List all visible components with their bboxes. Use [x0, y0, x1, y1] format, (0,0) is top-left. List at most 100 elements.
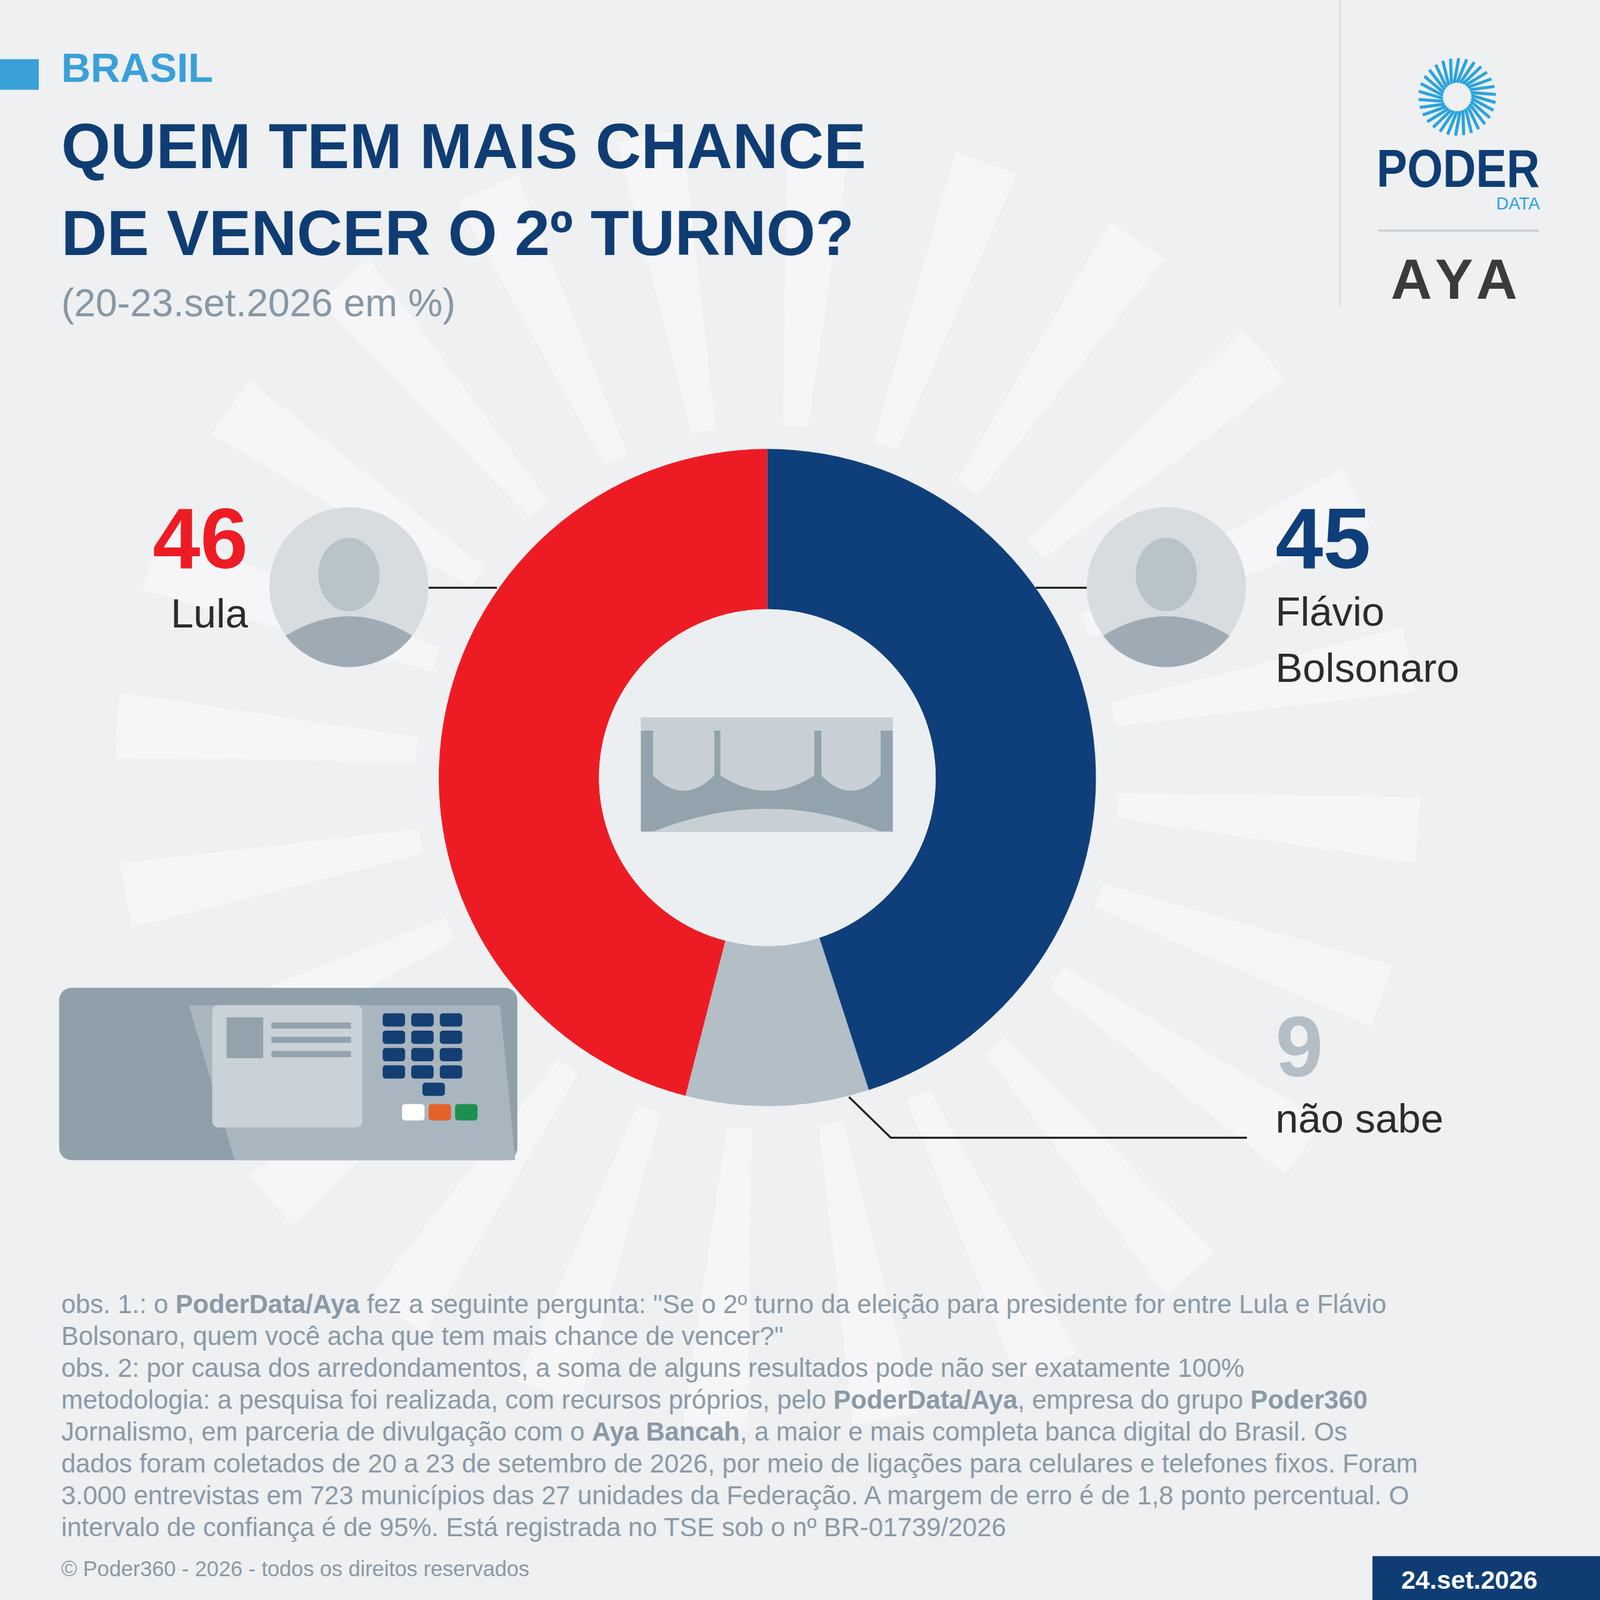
note-segment: PoderData/Aya	[175, 1289, 360, 1319]
building-base	[653, 808, 881, 832]
machine-key	[440, 1013, 463, 1027]
background	[0, 0, 1600, 1600]
machine-key	[382, 1065, 405, 1079]
title-line: DE VENCER O 2º TURNO?	[61, 197, 855, 269]
category-label: Lula	[170, 590, 249, 637]
logo-partner: AYA	[1390, 246, 1525, 311]
machine-key	[382, 1030, 405, 1044]
machine-key	[382, 1048, 405, 1062]
logo-separator	[1377, 229, 1539, 232]
machine-key	[422, 1082, 445, 1096]
category-label: FlávioBolsonaro	[1275, 588, 1460, 691]
section-accent	[0, 59, 39, 90]
background-ray	[120, 828, 424, 928]
logo-ray	[1420, 104, 1445, 108]
data-label: 9	[1275, 998, 1324, 1095]
machine-screen-line	[271, 1051, 351, 1058]
building-body	[640, 730, 893, 832]
building-roof	[640, 717, 893, 731]
logo-brand: PODER	[1376, 138, 1540, 199]
logo-ray	[1465, 108, 1472, 134]
machine-key	[440, 1065, 463, 1079]
note-line: obs. 2: por causa dos arredondamentos, a…	[61, 1353, 1245, 1383]
machine-button	[455, 1104, 478, 1121]
building-icon	[640, 717, 893, 832]
logo-ray	[1469, 86, 1495, 90]
note-line: metodologia: a pesquisa foi realizada, c…	[61, 1385, 1368, 1415]
subtitle: (20-23.set.2026 em %)	[61, 281, 456, 325]
infographic: BRASIL QUEM TEM MAIS CHANCE DE VENCER O 2º…	[0, 0, 1600, 1600]
note-segment: Poder360	[1250, 1385, 1368, 1415]
logo-ray	[1470, 92, 1496, 95]
section-label: BRASIL	[61, 45, 214, 91]
note-segment: Bolsonaro, quem você acha que tem mais c…	[61, 1321, 784, 1351]
logo-divider	[1338, 0, 1341, 307]
notes: obs. 1.: o PoderData/Aya fez a seguinte …	[61, 1289, 1418, 1542]
machine-screen-line	[271, 1036, 351, 1044]
donut-center	[598, 609, 936, 947]
machine-panel	[188, 1005, 515, 1160]
copyright: © Poder360 - 2026 - todos os direitos re…	[61, 1556, 530, 1581]
photo-head	[318, 537, 380, 612]
logo-ray	[1463, 110, 1464, 135]
machine-screen-line	[271, 1022, 351, 1029]
category-label: não sabe	[1275, 1095, 1444, 1142]
note-segment: metodologia: a pesquisa foi realizada, c…	[61, 1385, 834, 1415]
machine-screen	[212, 1005, 363, 1128]
background-ray	[114, 693, 418, 762]
logo-ray	[1418, 99, 1444, 102]
machine-key	[382, 1013, 405, 1027]
machine-body	[59, 987, 518, 1160]
voting-machine-icon	[59, 987, 518, 1160]
note-segment: Aya Bancah	[591, 1416, 740, 1447]
note-line: Jornalismo, em parceria de divulgação co…	[61, 1416, 1348, 1447]
logo-ray	[1454, 58, 1459, 84]
candidate-photo	[1086, 506, 1247, 667]
machine-key	[440, 1030, 463, 1044]
machine-button	[428, 1104, 452, 1121]
building-arch	[821, 730, 881, 791]
machine-key	[411, 1013, 434, 1027]
note-segment: obs. 2: por causa dos arredondamentos, a…	[61, 1353, 1245, 1383]
machine-key	[411, 1030, 434, 1044]
machine-key	[411, 1048, 434, 1062]
photo-shoulders	[285, 616, 412, 667]
title-line: QUEM TEM MAIS CHANCE	[61, 110, 867, 182]
leader-line	[428, 586, 497, 589]
building-arch	[720, 730, 815, 791]
logo-ray	[1450, 58, 1452, 84]
date: 24.set.2026	[1401, 1565, 1538, 1595]
machine-screen-photo	[226, 1017, 264, 1059]
machine-key	[411, 1065, 434, 1079]
photo-shoulders	[1103, 616, 1230, 667]
note-segment: 3.000 entrevistas em 723 municípios das …	[61, 1480, 1410, 1510]
note-segment: obs. 1.: o	[61, 1289, 176, 1319]
background-ray	[1116, 793, 1420, 862]
note-segment: , a maior e mais completa banca digital …	[740, 1416, 1348, 1447]
candidate-photo	[269, 506, 429, 667]
logo-brand-sub: DATA	[1496, 193, 1540, 214]
note-line: Bolsonaro, quem você acha que tem mais c…	[61, 1321, 784, 1351]
note-line: dados foram coletados de 20 a 23 de sete…	[61, 1448, 1418, 1479]
building-arch	[653, 730, 715, 791]
machine-button	[401, 1104, 425, 1121]
data-label: 45	[1275, 490, 1372, 587]
note-line: obs. 1.: o PoderData/Aya fez a seguinte …	[61, 1289, 1387, 1319]
note-segment: PoderData/Aya	[833, 1385, 1019, 1415]
leader-line	[1035, 586, 1087, 589]
background-ray	[907, 1090, 1077, 1381]
donut	[438, 448, 1096, 1106]
note-line: intervalo de confiança é de 95%. Está re…	[61, 1512, 1007, 1542]
data-label: 46	[152, 490, 249, 587]
machine-key	[440, 1048, 463, 1062]
logo-icon	[1418, 58, 1497, 136]
note-segment: Jornalismo, em parceria de divulgação co…	[61, 1416, 592, 1447]
note-segment: , empresa do grupo	[1017, 1385, 1251, 1415]
background-ray	[873, 151, 1017, 450]
note-segment: intervalo de confiança é de 95%. Está re…	[61, 1512, 1007, 1542]
date-box	[1372, 1556, 1600, 1600]
note-segment: fez a seguinte pergunta: "Se o 2º turno …	[359, 1289, 1387, 1319]
logo-ray	[1443, 60, 1449, 85]
leader-line	[848, 1096, 1247, 1138]
note-line: 3.000 entrevistas em 723 municípios das …	[61, 1480, 1410, 1510]
